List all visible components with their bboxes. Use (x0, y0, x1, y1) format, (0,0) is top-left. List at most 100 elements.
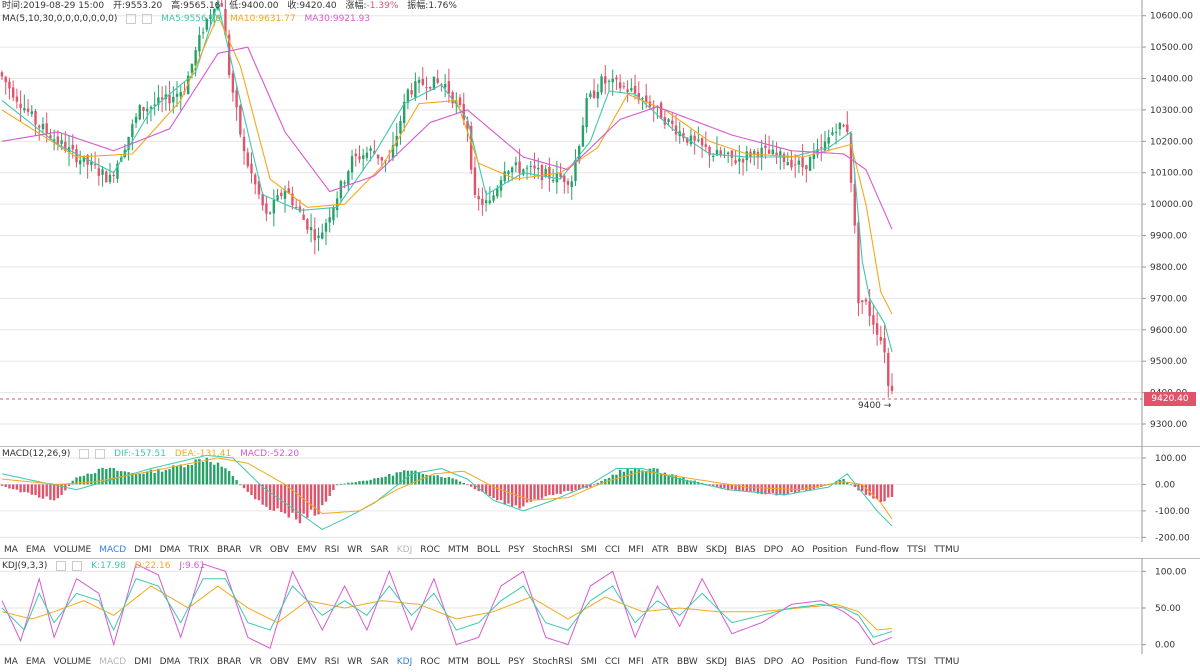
macd-bar (4, 484, 7, 487)
tab-vr[interactable]: VR (249, 545, 262, 555)
tab-ma[interactable]: MA (4, 657, 18, 667)
tab-obv[interactable]: OBV (269, 545, 290, 555)
tab-position[interactable]: Position (812, 545, 848, 555)
tab-wr[interactable]: WR (347, 657, 363, 667)
tab-obv[interactable]: OBV (269, 657, 290, 667)
kdj-chart[interactable]: 100.00 50.00 0.00 (0, 558, 1200, 654)
tab-boll[interactable]: BOLL (476, 545, 501, 555)
tab-dpo[interactable]: DPO (763, 545, 784, 555)
tab-roc[interactable]: ROC (420, 545, 440, 555)
tab-bias[interactable]: BIAS (735, 545, 756, 555)
tab-ao[interactable]: AO (791, 657, 805, 667)
tab-emv[interactable]: EMV (297, 657, 317, 667)
tab-ttmu[interactable]: TTMU (934, 545, 960, 555)
settings-icon[interactable] (79, 448, 90, 459)
close-icon[interactable] (142, 13, 153, 24)
candle-body (674, 125, 678, 135)
tab-ma[interactable]: MA (4, 545, 18, 555)
tab-skdj[interactable]: SKDJ (705, 657, 728, 667)
tab-volume[interactable]: VOLUME (53, 545, 92, 555)
tab-smi[interactable]: SMI (580, 657, 597, 667)
macd-chart[interactable]: 100.00 0.00 -100.00 -200.00 (0, 446, 1200, 542)
tab-rsi[interactable]: RSI (324, 545, 340, 555)
macd-bar (365, 480, 369, 485)
tab-ttmu[interactable]: TTMU (934, 657, 960, 667)
candle-body (574, 159, 577, 182)
tab-ao[interactable]: AO (791, 545, 805, 555)
tab-stochrsi[interactable]: StochRSI (532, 545, 573, 555)
tab-ttsi[interactable]: TTSI (906, 657, 927, 667)
candle-body (611, 78, 614, 83)
tab-macd[interactable]: MACD (99, 657, 127, 667)
tab-atr[interactable]: ATR (651, 657, 669, 667)
tab-macd[interactable]: MACD (99, 545, 127, 555)
tab-vr[interactable]: VR (249, 657, 262, 667)
tab-brar[interactable]: BRAR (217, 545, 242, 555)
tab-smi[interactable]: SMI (580, 545, 597, 555)
candle-body (369, 148, 372, 151)
candle-body (451, 92, 454, 104)
close-icon[interactable] (95, 448, 106, 459)
macd-bar (362, 480, 365, 485)
tab-mtm[interactable]: MTM (447, 545, 469, 555)
tab-ema[interactable]: EMA (25, 545, 46, 555)
tab-mfi[interactable]: MFI (628, 657, 644, 667)
candle-body (540, 165, 544, 181)
tab-cci[interactable]: CCI (604, 657, 621, 667)
macd-bar (369, 479, 372, 485)
tab-cci[interactable]: CCI (604, 545, 621, 555)
tab-dmi[interactable]: DMI (134, 657, 152, 667)
candle-body (436, 78, 439, 83)
candle-body (216, 2, 220, 10)
tab-psy[interactable]: PSY (508, 657, 525, 667)
tab-wr[interactable]: WR (347, 545, 363, 555)
tab-volume[interactable]: VOLUME (53, 657, 92, 667)
macd-bar (395, 472, 398, 485)
tab-position[interactable]: Position (812, 657, 848, 667)
candle-body (4, 76, 7, 83)
tab-roc[interactable]: ROC (420, 657, 440, 667)
tab-rsi[interactable]: RSI (324, 657, 340, 667)
price-chart[interactable]: 10600.00 10500.00 10400.00 10300.00 10200.00… (0, 0, 1200, 446)
macd-bar (175, 465, 179, 485)
candle-body (622, 86, 626, 88)
candle-body (75, 149, 78, 163)
tab-stochrsi[interactable]: StochRSI (532, 657, 573, 667)
tab-bias[interactable]: BIAS (735, 657, 756, 667)
tab-ema[interactable]: EMA (25, 657, 46, 667)
macd-bar (343, 483, 346, 485)
tab-bbw[interactable]: BBW (676, 545, 698, 555)
tab-mfi[interactable]: MFI (628, 545, 644, 555)
macd-bar (719, 484, 722, 489)
tab-sar[interactable]: SAR (370, 657, 389, 667)
candle-body (618, 82, 622, 89)
tab-mtm[interactable]: MTM (447, 657, 469, 667)
tab-fund-flow[interactable]: Fund-flow (855, 545, 899, 555)
tab-psy[interactable]: PSY (508, 545, 525, 555)
tab-trix[interactable]: TRIX (188, 545, 209, 555)
tab-skdj[interactable]: SKDJ (705, 545, 728, 555)
tab-kdj[interactable]: KDJ (396, 545, 413, 555)
macd-bar (563, 484, 566, 492)
tab-boll[interactable]: BOLL (476, 657, 501, 667)
y-tick-label: 50.00 (1155, 604, 1181, 614)
tab-brar[interactable]: BRAR (217, 657, 242, 667)
tab-sar[interactable]: SAR (370, 545, 389, 555)
macd-bar (97, 468, 101, 485)
tab-trix[interactable]: TRIX (188, 657, 209, 667)
tab-dma[interactable]: DMA (159, 545, 181, 555)
tab-dma[interactable]: DMA (159, 657, 181, 667)
settings-icon[interactable] (56, 560, 67, 571)
tab-dpo[interactable]: DPO (763, 657, 784, 667)
tab-kdj[interactable]: KDJ (396, 657, 413, 667)
close-icon[interactable] (72, 560, 83, 571)
tab-atr[interactable]: ATR (651, 545, 669, 555)
tab-fund-flow[interactable]: Fund-flow (855, 657, 899, 667)
tab-dmi[interactable]: DMI (134, 545, 152, 555)
macd-bar (105, 469, 108, 485)
tab-bbw[interactable]: BBW (676, 657, 698, 667)
tab-emv[interactable]: EMV (297, 545, 317, 555)
macd-bar (119, 471, 123, 485)
settings-icon[interactable] (126, 13, 137, 24)
tab-ttsi[interactable]: TTSI (906, 545, 927, 555)
